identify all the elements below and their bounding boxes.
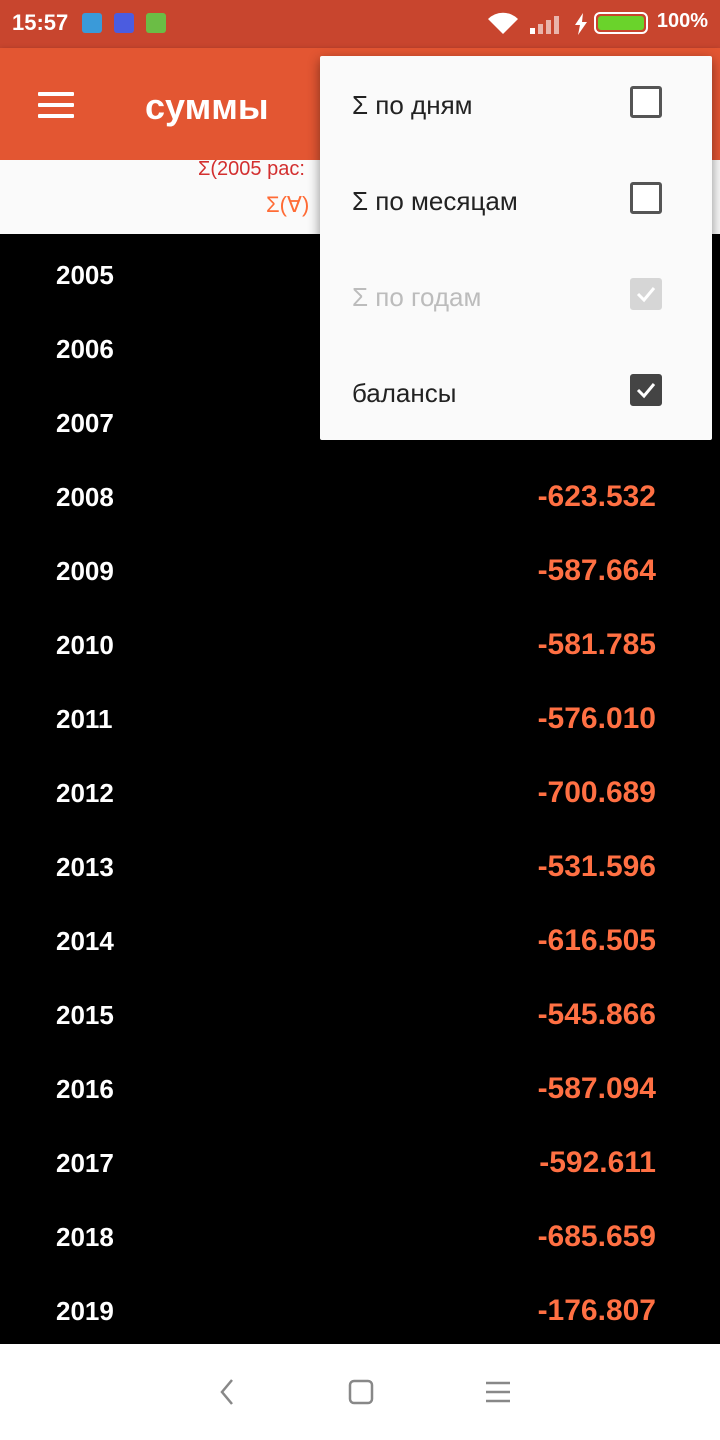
year-label: 2018 <box>56 1222 114 1252</box>
year-label: 2019 <box>56 1296 114 1326</box>
monthly-sums-checkbox[interactable] <box>630 182 662 214</box>
status-bar: 15:57 100% <box>0 0 720 48</box>
summary-line-2: Σ(∀) <box>266 192 310 217</box>
year-label: 2016 <box>56 1074 114 1104</box>
back-icon[interactable] <box>212 1376 244 1408</box>
year-value: -581.785 <box>537 628 656 661</box>
options-popup-menu: Σ по дням Σ по месяцам Σ по годам баланс… <box>320 56 712 440</box>
charging-icon <box>575 13 587 35</box>
year-label: 2007 <box>56 408 114 438</box>
page-title: суммы <box>145 86 269 127</box>
year-value: -616.505 <box>537 924 656 957</box>
list-item[interactable]: 2017 -592.611 <box>0 1124 720 1198</box>
year-value: -176.807 <box>537 1294 656 1327</box>
year-value: -531.596 <box>537 850 656 883</box>
app-notification-icon <box>114 13 134 33</box>
daily-sums-checkbox[interactable] <box>630 86 662 118</box>
summary-line-1: Σ(2005 рас: <box>198 158 305 180</box>
list-item[interactable]: 2010 -581.785 <box>0 606 720 680</box>
year-label: 2012 <box>56 778 114 808</box>
yearly-list: 2005 2006 2007 2008 -623.532 2009 -587.664… <box>0 236 720 1346</box>
usb-icon <box>82 13 102 33</box>
year-value: -592.611 <box>539 1146 656 1179</box>
list-item[interactable]: 2013 -531.596 <box>0 828 720 902</box>
menu-item-label: Σ по годам <box>352 282 482 312</box>
list-item[interactable]: 2012 -700.689 <box>0 754 720 828</box>
android-icon <box>146 13 166 33</box>
list-item[interactable]: 2008 -623.532 <box>0 458 720 532</box>
list-item[interactable]: 2016 -587.094 <box>0 1050 720 1124</box>
balances-checkbox[interactable] <box>630 374 662 406</box>
menu-item-label: балансы <box>352 378 457 408</box>
menu-item-label: Σ по дням <box>352 90 473 120</box>
year-label: 2017 <box>56 1148 114 1178</box>
checkmark-icon <box>636 383 656 399</box>
year-value: -587.664 <box>537 554 656 587</box>
checkmark-icon <box>636 287 656 303</box>
menu-item-daily-sums[interactable]: Σ по дням <box>320 56 712 152</box>
year-label: 2010 <box>56 630 114 660</box>
recents-menu-icon[interactable] <box>482 1376 514 1408</box>
year-label: 2006 <box>56 334 114 364</box>
menu-item-monthly-sums[interactable]: Σ по месяцам <box>320 152 712 248</box>
system-nav-bar <box>0 1344 720 1440</box>
year-label: 2008 <box>56 482 114 512</box>
year-label: 2015 <box>56 1000 114 1030</box>
menu-item-yearly-sums: Σ по годам <box>320 248 712 344</box>
status-time: 15:57 <box>12 10 69 35</box>
battery-percent: 100% <box>656 10 708 32</box>
year-value: -545.866 <box>537 998 656 1031</box>
year-label: 2011 <box>56 704 113 734</box>
list-item[interactable]: 2018 -685.659 <box>0 1198 720 1272</box>
year-value: -623.532 <box>537 480 656 513</box>
list-item[interactable]: 2007 <box>0 384 720 458</box>
list-item[interactable]: 2005 <box>0 236 720 310</box>
battery-icon <box>594 12 648 34</box>
list-item[interactable]: 2009 -587.664 <box>0 532 720 606</box>
menu-item-balances[interactable]: балансы <box>320 344 712 440</box>
list-item[interactable]: 2015 -545.866 <box>0 976 720 1050</box>
menu-icon[interactable] <box>38 92 74 118</box>
wifi-icon <box>488 12 518 35</box>
list-item[interactable]: 2014 -616.505 <box>0 902 720 976</box>
year-value: -685.659 <box>537 1220 656 1253</box>
signal-icon <box>530 16 559 34</box>
year-label: 2009 <box>56 556 114 586</box>
list-item[interactable]: 2011 -576.010 <box>0 680 720 754</box>
list-item[interactable]: 2019 -176.807 <box>0 1272 720 1346</box>
year-label: 2005 <box>56 260 114 290</box>
home-icon[interactable] <box>345 1376 377 1408</box>
year-value: -700.689 <box>537 776 656 809</box>
menu-item-label: Σ по месяцам <box>352 186 518 216</box>
year-value: -576.010 <box>537 702 656 735</box>
year-label: 2014 <box>56 926 114 956</box>
year-value: -587.094 <box>537 1072 656 1105</box>
list-item[interactable]: 2006 <box>0 310 720 384</box>
year-label: 2013 <box>56 852 114 882</box>
yearly-sums-checkbox <box>630 278 662 310</box>
